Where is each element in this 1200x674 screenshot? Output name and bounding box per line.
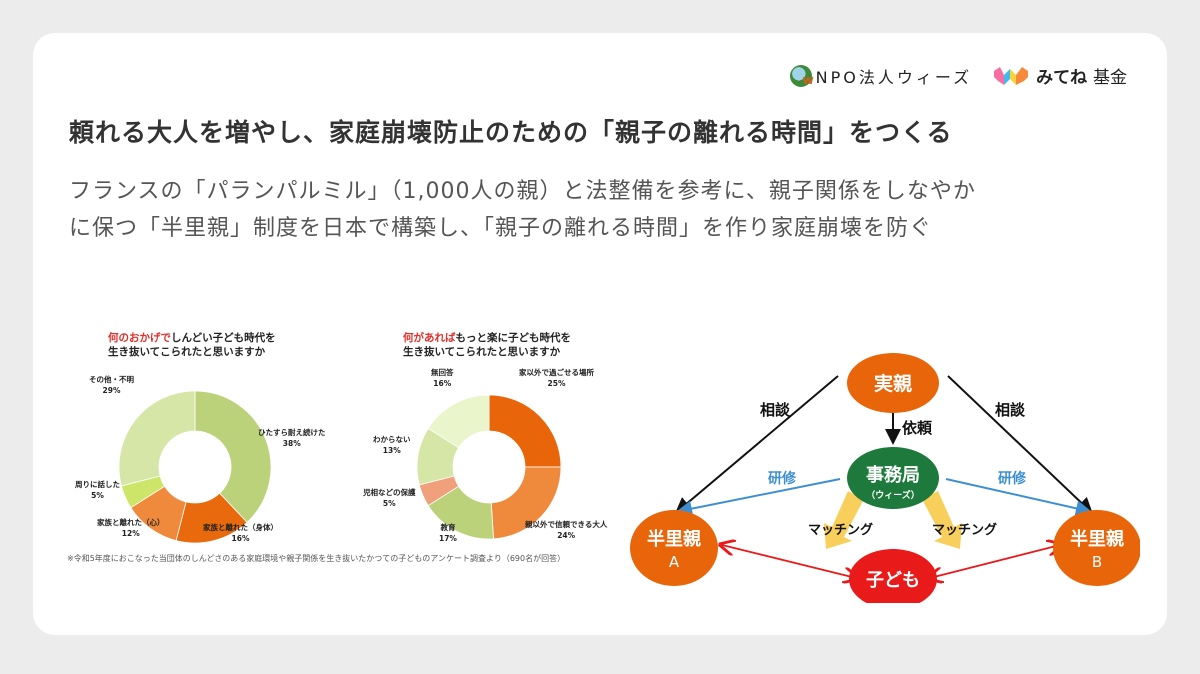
chart-1-label-4: その他・不明 29% <box>89 375 134 395</box>
edge-label-consult-left: 相談 <box>760 401 791 419</box>
chart-2-title-highlight: 何があれば <box>403 332 456 344</box>
logo-bar: W NPO法人ウィーズ みてね 基金 <box>789 63 1127 88</box>
page-title: 頼れる大人を増やし、家庭崩壊防止のための「親子の離れる時間」をつくる <box>69 118 953 147</box>
chart-1-label-0: ひたすら耐え続けた 38% <box>258 428 326 448</box>
fund-logo-suffix: 基金 <box>1093 68 1127 88</box>
slide-card: W NPO法人ウィーズ みてね 基金 頼れる大人を増やし、家庭崩壊防止のための「… <box>33 33 1167 635</box>
chart-1-title: 何のおかげでしんどい子ども時代を 生き抜いてこられたと思いますか <box>108 331 276 359</box>
chart-1-label-1: 家族と離れた（身体） 16% <box>203 523 278 543</box>
npo-logo: W NPO法人ウィーズ <box>789 64 973 88</box>
bond-arrow-right <box>930 545 1060 578</box>
chart-1-title-highlight: 何のおかげで <box>108 332 171 344</box>
chart-2-title: 何があればもっと楽に子ども時代を 生き抜いてこられたと思いますか <box>403 331 571 359</box>
chart-1-label-2: 家族と離れた（心） 12% <box>97 518 165 538</box>
node-half-parent-a-label: 半里親 <box>647 528 701 550</box>
edge-label-request: 依頼 <box>902 419 933 437</box>
subtitle-line: フランスの「パランパルミル」（1,000人の親）と法整備を参考に、親子関係をしな… <box>69 179 976 204</box>
node-office-label: 事務局 <box>866 464 920 486</box>
node-half-parent-b-sublabel: B <box>1092 553 1102 571</box>
node-birth-parent-label: 実親 <box>874 372 912 395</box>
chart-2-label-5: 無回答 16% <box>431 368 454 388</box>
footnote: ※令和5年度におこなった当団体のしんどさのある家庭環境や親子関係を生き抜いたかつ… <box>67 554 566 563</box>
edge-label-consult-right: 相談 <box>995 401 1026 419</box>
fund-logo: みてね 基金 <box>994 63 1127 88</box>
node-child-label: 子ども <box>866 570 920 591</box>
node-half-parent-b: 半里親 B <box>1053 510 1140 586</box>
node-office: 事務局 （ウィーズ） <box>847 447 939 509</box>
chart-2-label-1: 親以外で信頼できる大人 24% <box>525 520 608 540</box>
donut-chart-1: 何のおかげでしんどい子ども時代を 生き抜いてこられたと思いますか ひたすら耐え続… <box>63 329 353 559</box>
npo-logo-text: NPO法人ウィーズ <box>815 67 973 87</box>
node-birth-parent: 実親 <box>847 353 939 413</box>
chart-2-title-line2: 生き抜いてこられたと思いますか <box>403 346 561 358</box>
training-arrow-right <box>945 478 1092 517</box>
mitene-logo-icon <box>994 66 1029 85</box>
chart-1-title-rest: しんどい子ども時代を <box>171 332 276 344</box>
chart-2-label-3: 児相などの保護 5% <box>363 488 416 508</box>
bond-arrow-left <box>722 545 856 578</box>
relationship-diagram: 実親 事務局 （ウィーズ） 半里親 A 半里親 B 子ども 相談 相談 依頼 研… <box>630 353 1140 603</box>
consult-arrow-right <box>947 375 1093 514</box>
edge-label-matching-left: マッチング <box>808 522 873 538</box>
matching-arrow-left <box>824 491 864 549</box>
node-child: 子ども <box>849 549 937 603</box>
chart-2-svg <box>416 394 562 540</box>
edge-label-training-left: 研修 <box>768 470 797 487</box>
node-half-parent-b-label: 半里親 <box>1070 528 1124 550</box>
chart-1-slice-0 <box>194 390 272 523</box>
node-office-sublabel: （ウィーズ） <box>866 489 920 501</box>
chart-2-slice-5 <box>427 394 490 449</box>
edge-label-training-right: 研修 <box>998 470 1027 487</box>
donut-chart-2: 何があればもっと楽に子ども時代を 生き抜いてこられたと思いますか 家以外で過ごせ… <box>353 329 643 559</box>
node-half-parent-a: 半里親 A <box>630 510 718 586</box>
npo-logo-mark: W <box>802 75 814 87</box>
node-half-parent-a-sublabel: A <box>669 553 680 571</box>
fund-logo-text: みてね <box>1036 68 1088 88</box>
training-arrow-left <box>676 478 841 517</box>
chart-1-slice-4 <box>118 390 196 487</box>
subtitle-line: に保つ「半里親」制度を日本で構築し、「親子の離れる時間」を作り家庭崩壊を防ぐ <box>69 216 933 241</box>
chart-2-label-2: 教育 17% <box>439 523 457 543</box>
consult-arrow-left <box>674 375 839 514</box>
subtitle: フランスの「パランパルミル」（1,000人の親）と法整備を参考に、親子関係をしな… <box>69 173 1149 247</box>
chart-2-slice-1 <box>490 466 562 540</box>
matching-arrow-right <box>922 491 962 549</box>
chart-2-label-4: わからない 13% <box>373 435 411 455</box>
chart-1-title-line2: 生き抜いてこられたと思いますか <box>108 346 266 358</box>
chart-1-label-3: 周りに話した 5% <box>75 480 120 500</box>
chart-2-label-0: 家以外で過ごせる場所 25% <box>519 368 594 388</box>
chart-1-svg <box>118 390 272 544</box>
edge-label-matching-right: マッチング <box>932 522 997 538</box>
npo-logo-icon: W <box>789 64 814 87</box>
chart-2-title-rest: もっと楽に子ども時代を <box>455 332 572 344</box>
chart-2-slice-0 <box>488 394 562 468</box>
